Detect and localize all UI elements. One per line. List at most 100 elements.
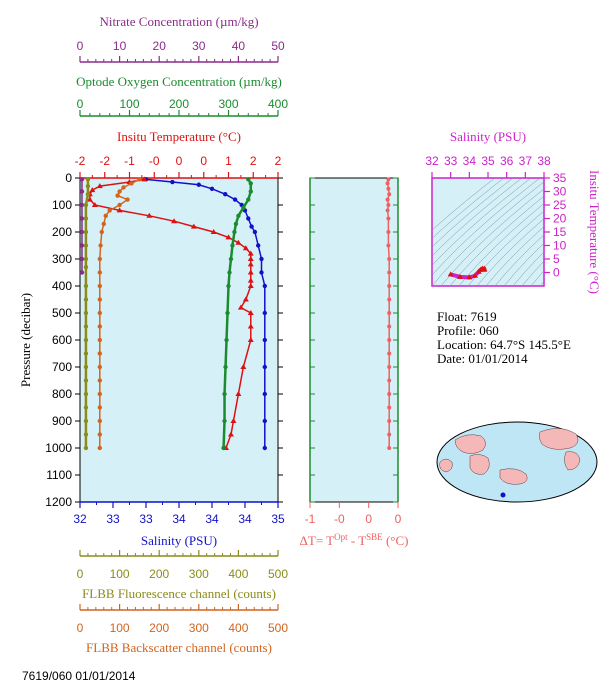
globe-land	[499, 468, 528, 485]
backscatter-point	[103, 213, 108, 218]
backscatter-point	[97, 256, 103, 262]
ts-density-contour	[485, 226, 544, 286]
temperature-point	[247, 323, 254, 329]
ts-density-contour	[432, 178, 514, 248]
salinity-point	[209, 186, 215, 191]
oxygen-tick-label: 200	[169, 97, 189, 111]
backscatter-point	[121, 185, 126, 190]
oxygen-point	[230, 243, 235, 248]
fluorescence-point	[83, 256, 89, 262]
info-float: Float: 7619	[437, 309, 497, 324]
pressure-tick-label: 100	[52, 198, 72, 212]
temperature-point	[247, 261, 254, 267]
delta-t-point	[385, 181, 390, 186]
ts-density-contour	[503, 242, 544, 286]
nitrate-tick-label: 0	[77, 39, 84, 53]
globe-land	[469, 454, 490, 475]
oxygen-point	[227, 270, 232, 275]
backscatter-tick-label: 300	[189, 621, 209, 635]
nitrate-axis-label: Nitrate Concentration (µm/kg)	[99, 14, 258, 29]
fluorescence-point	[83, 432, 89, 437]
temperature-point	[247, 269, 254, 275]
fluorescence-point	[83, 324, 89, 329]
delta-t-point	[387, 297, 392, 302]
delta-t-point	[387, 311, 392, 315]
info-profile: Profile: 060	[437, 323, 499, 338]
temperature-axis-label: Insitu Temperature (°C)	[117, 129, 241, 144]
oxygen-point	[223, 364, 228, 370]
oxygen-point	[225, 310, 230, 316]
ts-density-contour	[432, 181, 544, 286]
ts-salinity-tick-label: 38	[537, 154, 551, 168]
fluorescence-profile-line	[84, 179, 90, 448]
temperature-point	[141, 176, 148, 182]
fluorescence-point	[83, 418, 89, 424]
ts-density-contour	[432, 178, 505, 239]
backscatter-point	[97, 324, 103, 329]
backscatter-point	[97, 405, 103, 410]
location-globe	[436, 421, 598, 503]
oxygen-point	[246, 177, 251, 182]
delta-t-point	[387, 192, 392, 197]
salinity-tick-label: 33	[106, 512, 120, 526]
nitrate-point	[79, 243, 85, 248]
backscatter-point	[125, 197, 130, 202]
ts-density-contour	[512, 251, 544, 286]
backscatter-point	[97, 283, 103, 289]
backscatter-point	[97, 418, 103, 424]
ts-density-contour	[539, 280, 544, 286]
fluorescence-axis-label: FLBB Fluorescence channel (counts)	[82, 586, 276, 601]
salinity-point	[262, 283, 267, 289]
pressure-tick-label: 400	[52, 279, 72, 293]
salinity-point	[256, 243, 261, 248]
backscatter-point	[97, 297, 103, 302]
oxygen-point	[233, 221, 239, 227]
ts-salinity-tick-label: 36	[500, 154, 514, 168]
fluorescence-tick-label: 300	[189, 567, 209, 581]
oxygen-point	[236, 213, 241, 218]
temperature-point	[91, 202, 98, 207]
backscatter-point	[117, 202, 122, 208]
delta-t-axis-label: ΔT= TOpt - TSBE (°C)	[300, 532, 409, 548]
salinity-point	[170, 179, 175, 185]
backscatter-point	[99, 229, 104, 235]
delta-t-plot-area	[309, 177, 399, 503]
ts-salinity-tick-label: 33	[444, 154, 458, 168]
oxygen-axis-label: Optode Oxygen Concentration (µm/kg)	[76, 74, 282, 89]
fluorescence-point	[83, 405, 89, 410]
salinity-point	[249, 224, 254, 229]
salinity-point	[262, 337, 267, 343]
fluorescence-point	[83, 202, 89, 208]
backscatter-axis-label: FLBB Backscatter channel (counts)	[86, 640, 272, 655]
backscatter-tick-label: 200	[149, 621, 169, 635]
salinity-tick-label: 32	[73, 512, 87, 526]
fluorescence-point	[83, 264, 89, 270]
temperature-point	[247, 250, 254, 256]
temperature-tick-label: -2	[99, 154, 110, 168]
ts-density-contour	[558, 168, 616, 286]
salinity-point	[262, 310, 267, 316]
ts-point	[471, 272, 478, 278]
oxygen-point	[221, 445, 226, 451]
salinity-point	[262, 391, 267, 397]
ts-density-contour	[432, 178, 496, 231]
globe-land	[564, 451, 581, 471]
salinity-axis-label: Salinity (PSU)	[141, 533, 217, 548]
backscatter-point	[97, 391, 103, 397]
fluorescence-point	[83, 391, 89, 397]
footer-code: 7619/060 01/01/2014	[22, 669, 136, 683]
temperature-point	[235, 239, 242, 245]
ts-density-contour	[530, 270, 544, 286]
fluorescence-tick-label: 400	[228, 567, 248, 581]
temperature-point	[210, 229, 217, 234]
delta-t-point	[387, 351, 392, 356]
backscatter-point	[97, 310, 103, 316]
salinity-tick-label: 34	[172, 512, 186, 526]
delta-t-point	[385, 208, 390, 213]
backscatter-point	[98, 243, 103, 248]
salinity-point	[262, 418, 267, 424]
temperature-point	[96, 183, 103, 189]
fluorescence-point	[83, 216, 89, 221]
temperature-tick-label: 2	[275, 154, 282, 168]
